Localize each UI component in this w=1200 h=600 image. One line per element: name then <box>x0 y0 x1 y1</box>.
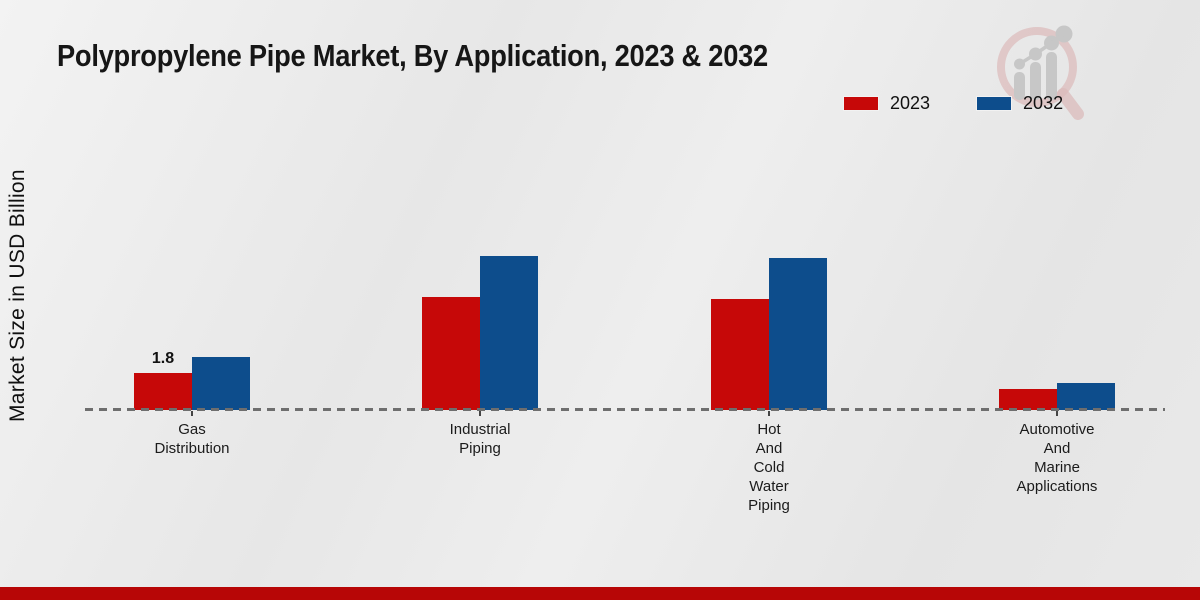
x-axis-tick <box>1056 411 1058 416</box>
x-axis-tick <box>191 411 193 416</box>
magnifier-growth-chart-icon <box>997 25 1084 120</box>
x-axis-baseline <box>85 408 1165 411</box>
bar-2032-automotive-and-marine-applications <box>1057 383 1115 410</box>
legend-swatch-2023 <box>843 96 879 111</box>
legend-item-2023: 2023 <box>843 93 930 114</box>
legend-item-2032: 2032 <box>976 93 1063 114</box>
x-axis-label-automotive-and-marine-applications: Automotive And Marine Applications <box>1016 421 1098 495</box>
bar-2023-industrial-piping <box>422 297 480 410</box>
legend-label-2032: 2032 <box>1023 93 1064 113</box>
bar-2032-gas-distribution <box>192 357 250 410</box>
x-axis-tick <box>768 411 770 416</box>
bar-2023-automotive-and-marine-applications <box>999 389 1057 410</box>
legend-swatch-2032 <box>976 96 1013 111</box>
x-axis-label-gas-distribution: Gas Distribution <box>154 421 230 457</box>
bar-value-label: 1.8 <box>151 350 175 367</box>
bar-2032-hot-and-cold-water-piping <box>769 258 827 410</box>
x-axis-tick <box>479 411 481 416</box>
bar-2023-hot-and-cold-water-piping <box>711 299 769 410</box>
x-axis-label-industrial-piping: Industrial Piping <box>449 421 511 457</box>
chart-title: Polypropylene Pipe Market, By Applicatio… <box>57 38 768 73</box>
footer-accent-bar <box>0 587 1200 600</box>
bar-2023-gas-distribution <box>134 373 192 410</box>
x-axis-label-hot-and-cold-water-piping: Hot And Cold Water Piping <box>748 421 790 514</box>
bar-2032-industrial-piping <box>480 256 538 410</box>
legend-label-2023: 2023 <box>890 93 931 113</box>
legend: 2023 2032 <box>843 93 1063 114</box>
